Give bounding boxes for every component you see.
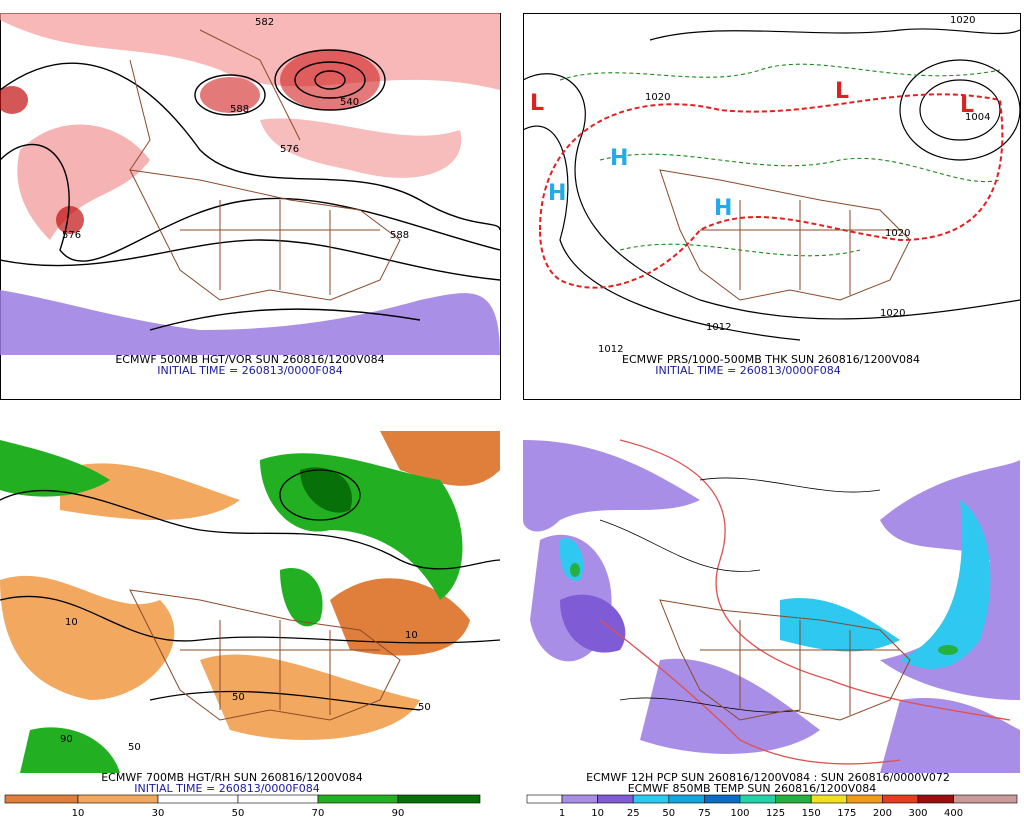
contour-label: 90: [60, 734, 73, 745]
contour-label: 1012: [598, 344, 623, 355]
low-symbol: L: [960, 93, 974, 118]
colorbar-label: 100: [730, 808, 749, 819]
panel-subtitle: INITIAL TIME = 260813/0000F084: [157, 364, 342, 377]
contour-label: 582: [255, 17, 274, 28]
low-symbol: L: [530, 91, 544, 116]
colorbar-swatch: [397, 794, 481, 804]
colorbar-swatch: [917, 794, 954, 804]
map-mslp: L L L H H H 1012 1020 1020 1020 1020 101…: [523, 15, 1020, 355]
panel-subtitle: INITIAL TIME = 260813/0000F084: [134, 782, 319, 795]
colorbar-swatch: [846, 794, 883, 804]
colorbar-label: 50: [662, 808, 675, 819]
contour-label: 1020: [885, 228, 910, 239]
colorbar-swatch: [77, 794, 159, 804]
colorbar-label: 300: [908, 808, 927, 819]
colorbar-label: 400: [944, 808, 963, 819]
contour-label: 50: [128, 742, 141, 753]
panel-title: ECMWF PRS/1000-500MB THK SUN 260816/1200…: [622, 353, 920, 366]
colorbar-label: 90: [392, 808, 405, 819]
colorbar-label: 10: [591, 808, 604, 819]
panel-title: ECMWF 700MB HGT/RH SUN 260816/1200V084: [101, 771, 363, 784]
colorbar-swatch: [953, 794, 1018, 804]
contour-label: 1020: [880, 308, 905, 319]
colorbar-swatch: [704, 794, 741, 804]
colorbar-swatch: [157, 794, 239, 804]
contour-label: 1020: [950, 15, 975, 26]
contour-label: 576: [62, 230, 81, 241]
colorbar-label: 175: [837, 808, 856, 819]
map-precip: [523, 431, 1020, 773]
contour-label: 576: [280, 144, 299, 155]
high-symbol: H: [714, 196, 732, 221]
colorbar-label: 150: [802, 808, 821, 819]
map-700mb: 50 50 10 90 10 50: [0, 431, 500, 773]
contour-label: 1020: [645, 92, 670, 103]
low-symbol: L: [835, 79, 849, 104]
colorbar-swatch: [810, 794, 848, 804]
contour-label: 1012: [706, 322, 731, 333]
contour-label: 1004: [965, 112, 990, 123]
panel-subtitle: ECMWF 850MB TEMP SUN 260816/1200V084: [628, 782, 877, 795]
contour-label: 540: [340, 97, 359, 108]
colorbar-swatch: [739, 794, 776, 804]
colorbar-label: 125: [766, 808, 785, 819]
colorbar-swatch: [561, 794, 598, 804]
colorbar-swatch: [526, 794, 563, 804]
colorbar-label: 70: [312, 808, 325, 819]
colorbar-swatch: [4, 794, 79, 804]
colorbar-swatch: [882, 794, 919, 804]
colorbar-label: 1: [559, 808, 565, 819]
colorbar-label: 30: [152, 808, 165, 819]
contour-label: 50: [418, 702, 431, 713]
colorbar-swatch: [632, 794, 670, 804]
colorbar-label: 200: [873, 808, 892, 819]
panel-subtitle: INITIAL TIME = 260813/0000F084: [655, 364, 840, 377]
contour-label: 10: [65, 617, 78, 628]
panel-title: ECMWF 12H PCP SUN 260816/1200V084 : SUN …: [586, 771, 950, 784]
contour-label: 50: [232, 692, 245, 703]
colorbar-swatch: [597, 794, 634, 804]
panel-frame: [523, 13, 1021, 400]
contour-label: 588: [390, 230, 409, 241]
panel-title: ECMWF 500MB HGT/VOR SUN 260816/1200V084: [115, 353, 384, 366]
colorbar-label: 25: [627, 808, 640, 819]
colorbar-label: 50: [232, 808, 245, 819]
colorbar-swatch: [668, 794, 705, 804]
colorbars: 10 30 50 70 90 1 10 25 50 75 100 125 150 175 200 300 400: [4, 794, 1018, 819]
map-500mb: 582 540 588 576 576 588: [0, 13, 500, 355]
contour-label: 10: [405, 630, 418, 641]
colorbar-label: 10: [72, 808, 85, 819]
colorbar-swatch: [237, 794, 319, 804]
contour-label: 588: [230, 104, 249, 115]
colorbar-swatch: [317, 794, 399, 804]
colorbar-swatch: [775, 794, 812, 804]
high-symbol: H: [610, 146, 628, 171]
high-symbol: H: [548, 181, 566, 206]
colorbar-label: 75: [698, 808, 711, 819]
